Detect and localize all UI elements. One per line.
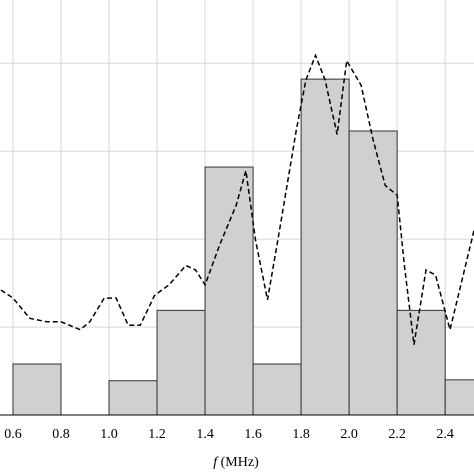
bar (396, 309, 446, 416)
x-tick-label: 1.0 (100, 427, 118, 442)
x-axis-unit: (MHz) (221, 455, 259, 470)
bar (108, 380, 158, 416)
x-tick-label: 0.6 (4, 427, 22, 442)
x-axis-label: f (MHz) (213, 455, 259, 470)
bar (444, 379, 474, 416)
bar (300, 78, 350, 416)
x-tick-label: 1.2 (148, 427, 166, 442)
x-axis-symbol: f (213, 455, 219, 470)
x-tick-label: 1.8 (292, 427, 310, 442)
x-tick-label: 2.4 (436, 427, 454, 442)
plot-area (0, 0, 474, 416)
x-tick-label: 1.6 (244, 427, 262, 442)
x-tick-label: 2.2 (388, 427, 406, 442)
x-tick-label: 1.4 (196, 427, 214, 442)
bar (12, 363, 62, 416)
bar (204, 166, 254, 416)
bar (348, 130, 398, 416)
dashed-line (0, 53, 474, 345)
bar (156, 309, 206, 416)
x-tick-label: 0.8 (52, 427, 70, 442)
bar (252, 363, 302, 416)
x-tick-label: 2.0 (340, 427, 358, 442)
